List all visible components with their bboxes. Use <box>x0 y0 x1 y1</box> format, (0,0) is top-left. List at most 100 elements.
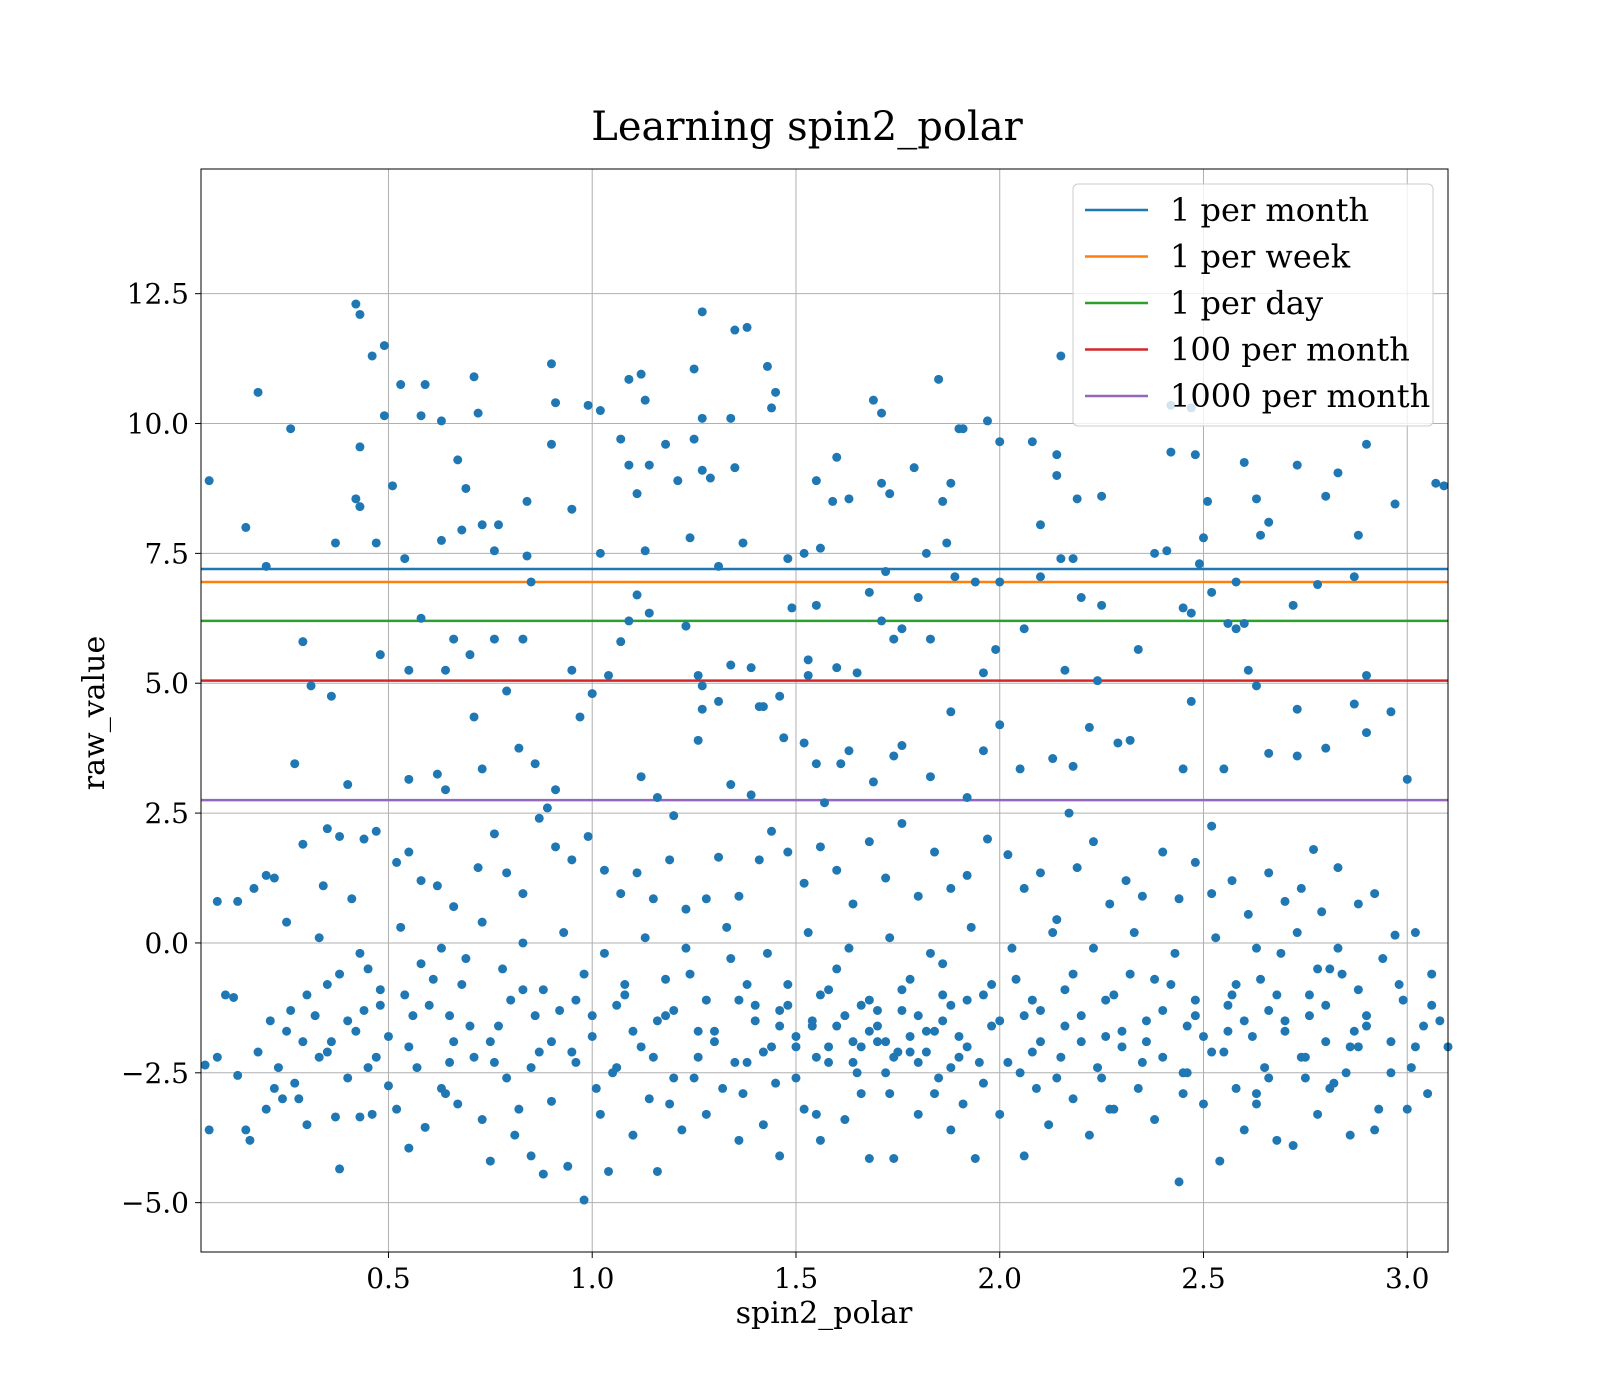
data-point <box>1321 1037 1331 1047</box>
data-point <box>1260 1063 1270 1073</box>
data-point <box>640 546 650 556</box>
data-point <box>1276 948 1286 958</box>
data-point <box>591 1083 601 1093</box>
data-point <box>1251 681 1261 691</box>
data-point <box>294 1094 304 1104</box>
data-point <box>314 933 324 943</box>
data-point <box>383 1081 393 1091</box>
data-point <box>856 1042 866 1052</box>
data-point <box>563 1161 573 1171</box>
data-point <box>1227 990 1237 1000</box>
data-point <box>811 759 821 769</box>
data-point <box>273 1063 283 1073</box>
data-point <box>1019 1011 1029 1021</box>
data-point <box>595 1109 605 1119</box>
data-point <box>754 702 764 712</box>
data-point <box>1227 876 1237 886</box>
data-point <box>681 621 691 631</box>
data-point <box>848 1037 858 1047</box>
data-point <box>811 600 821 610</box>
data-point <box>286 424 296 434</box>
data-point <box>616 889 626 899</box>
data-point <box>567 665 577 675</box>
data-point <box>1288 600 1298 610</box>
data-points <box>200 299 1453 1205</box>
data-point <box>881 1068 891 1078</box>
data-point <box>1158 1005 1168 1015</box>
data-point <box>1178 603 1188 613</box>
data-point <box>921 1026 931 1036</box>
data-point <box>758 1120 768 1130</box>
data-point <box>298 637 308 647</box>
data-point <box>1280 896 1290 906</box>
data-point <box>644 608 654 618</box>
data-point <box>396 922 406 932</box>
data-point <box>282 917 292 927</box>
data-point <box>1003 850 1013 860</box>
data-point <box>379 341 389 351</box>
data-point <box>864 837 874 847</box>
data-point <box>551 842 561 852</box>
data-point <box>1402 774 1412 784</box>
data-point <box>538 985 548 995</box>
data-point <box>1101 1031 1111 1041</box>
data-point <box>930 847 940 857</box>
data-point <box>775 691 785 701</box>
data-point <box>343 1016 353 1026</box>
data-point <box>1256 974 1266 984</box>
data-point <box>1003 1057 1013 1067</box>
data-point <box>1223 618 1233 628</box>
data-point <box>864 1154 874 1164</box>
data-point <box>441 785 451 795</box>
x-axis-label: spin2_polar <box>736 1296 913 1331</box>
data-point <box>925 948 935 958</box>
data-point <box>355 502 365 512</box>
data-point <box>665 855 675 865</box>
data-point <box>767 826 777 836</box>
data-point <box>546 439 556 449</box>
data-point <box>278 1094 288 1104</box>
data-point <box>815 842 825 852</box>
data-point <box>1394 979 1404 989</box>
data-point <box>1398 995 1408 1005</box>
data-point <box>844 494 854 504</box>
data-point <box>636 1042 646 1052</box>
legend-label: 1000 per month <box>1170 377 1430 415</box>
data-point <box>493 520 503 530</box>
data-point <box>1292 751 1302 761</box>
data-point <box>938 1016 948 1026</box>
data-point <box>987 1021 997 1031</box>
data-point <box>1076 1011 1086 1021</box>
data-point <box>436 416 446 426</box>
data-point <box>636 369 646 379</box>
data-point <box>1190 857 1200 867</box>
data-point <box>803 670 813 680</box>
data-point <box>1313 580 1323 590</box>
data-point <box>1223 1026 1233 1036</box>
data-point <box>620 979 630 989</box>
data-point <box>689 364 699 374</box>
data-point <box>734 891 744 901</box>
data-point <box>1272 1135 1282 1145</box>
data-point <box>811 1109 821 1119</box>
data-point <box>1296 883 1306 893</box>
data-point <box>730 325 740 335</box>
data-point <box>767 1042 777 1052</box>
data-point <box>392 857 402 867</box>
data-point <box>921 548 931 558</box>
data-point <box>669 811 679 821</box>
data-point <box>905 1031 915 1041</box>
data-point <box>1052 450 1062 460</box>
data-point <box>697 681 707 691</box>
data-point <box>1292 928 1302 938</box>
data-point <box>693 735 703 745</box>
data-point <box>767 403 777 413</box>
data-point <box>962 1042 972 1052</box>
data-point <box>1186 696 1196 706</box>
data-point <box>1048 928 1058 938</box>
data-point <box>371 538 381 548</box>
data-point <box>318 881 328 891</box>
data-point <box>489 1057 499 1067</box>
data-point <box>555 1005 565 1015</box>
data-point <box>897 741 907 751</box>
